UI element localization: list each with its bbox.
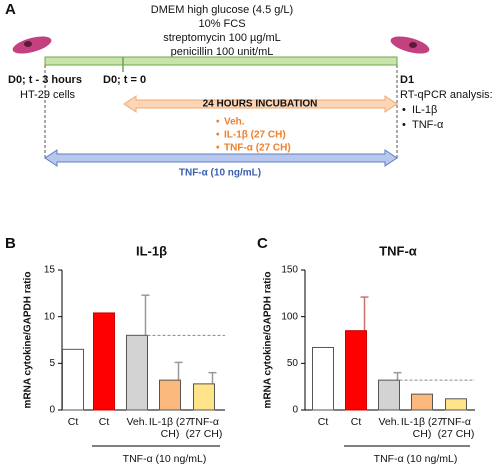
cells-label: HT-29 cells (20, 89, 76, 101)
bullet: • (402, 119, 406, 131)
y-axis-label: mRNA cytokine/GAPDH ratio (23, 272, 34, 409)
medium: 10% FCS (198, 18, 245, 30)
medium: penicillin 100 unit/mL (171, 46, 274, 58)
treatment: TNF-α (27 CH) (224, 143, 291, 154)
bullet: • (402, 104, 406, 116)
bar (62, 348, 84, 411)
y-tick-label: 0 (49, 405, 55, 416)
cell-icon (390, 36, 430, 54)
timeline (44, 56, 398, 66)
bar (445, 398, 467, 411)
x-tick-label: Ct (317, 416, 329, 428)
x-tick-label: IL-1β (27 CH) (400, 416, 444, 440)
y-axis-label: mRNA cytokine/GAPDH ratio (263, 272, 274, 409)
end-label: D1 (400, 74, 414, 86)
bar (93, 312, 115, 411)
bullet: • (216, 130, 220, 141)
medium: DMEM high glucose (4.5 g/L) (151, 4, 293, 16)
chart-title: TNF-α (379, 243, 417, 258)
group-label: TNF-α (10 ng/mL) (374, 453, 458, 465)
y-tick-label: 0 (292, 405, 298, 416)
bar (345, 330, 367, 411)
bullet: • (216, 143, 220, 154)
x-tick-label: TNF-α (27 CH) (185, 416, 223, 440)
bar (159, 379, 181, 411)
analysis-label: RT-qPCR analysis: (400, 89, 493, 101)
bar (411, 393, 433, 411)
x-tick-label: Veh. (126, 416, 148, 428)
bar (126, 334, 148, 411)
y-tick-label: 10 (44, 311, 56, 322)
stimulus-label: TNF-α (10 ng/mL) (179, 168, 261, 179)
x-tick-label: Veh. (378, 416, 400, 428)
treatment: IL-1β (27 CH) (224, 130, 286, 141)
x-tick-label: IL-1β (27 CH) (148, 416, 192, 440)
y-tick-label: 100 (281, 311, 298, 322)
bar (378, 379, 400, 411)
y-tick-label: 5 (49, 358, 55, 369)
x-tick-label: Ct (98, 416, 110, 428)
target: TNF-α (412, 119, 444, 131)
x-tick-label: TNF-α (27 CH) (437, 416, 475, 440)
chart-title: IL-1β (136, 243, 167, 258)
panel-letter: A (5, 1, 16, 18)
medium: streptomycin 100 µg/mL (163, 32, 281, 44)
start-label: D0; t - 3 hours (8, 74, 82, 86)
bar (193, 383, 215, 411)
bar (312, 346, 334, 411)
cell-icon (12, 36, 52, 54)
t0-label: D0; t = 0 (103, 74, 146, 86)
target: IL-1β (412, 104, 437, 116)
panel-letter: C (257, 235, 268, 252)
incubation-arrow (123, 95, 398, 113)
y-tick-label: 50 (287, 358, 299, 369)
y-tick-label: 15 (44, 265, 56, 276)
y-tick-label: 150 (281, 265, 298, 276)
x-tick-label: Ct (67, 416, 79, 428)
stimulus-arrow (44, 149, 398, 167)
x-tick-label: Ct (350, 416, 362, 428)
bullet: • (216, 117, 220, 128)
treatment: Veh. (224, 117, 245, 128)
panel-letter: B (5, 235, 16, 252)
incubation-label: 24 HOURS INCUBATION (203, 99, 318, 110)
group-label: TNF-α (10 ng/mL) (123, 453, 207, 465)
